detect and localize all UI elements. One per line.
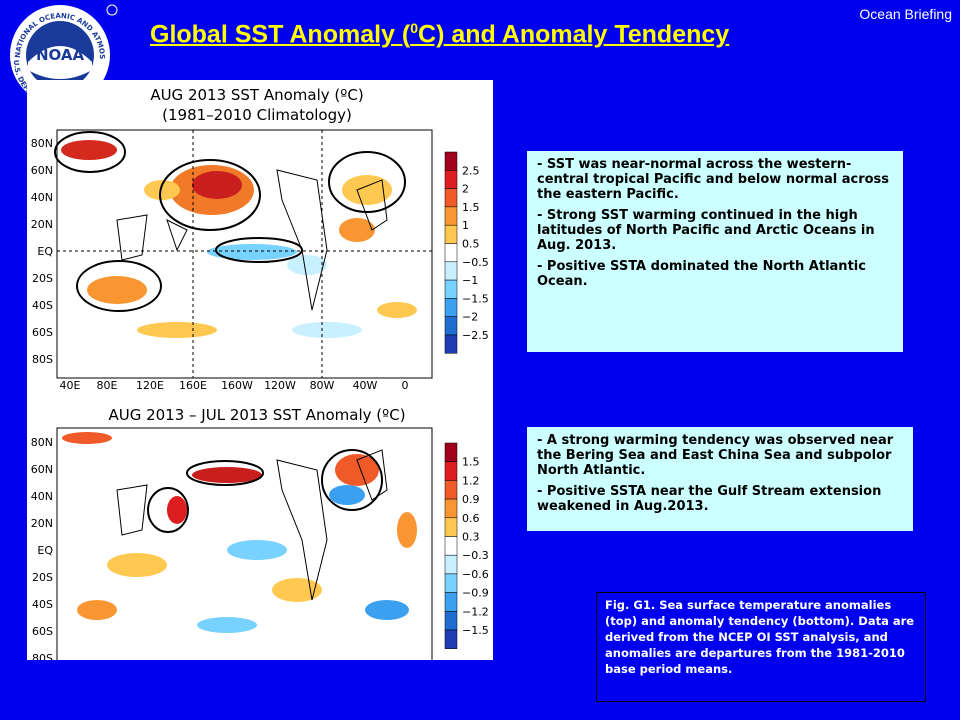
lat-label: 60S (32, 625, 53, 638)
colorbar-segment (444, 243, 458, 263)
lon-label: 120E (136, 379, 164, 392)
lat-label: EQ (37, 245, 53, 258)
lat-label: 40N (31, 490, 53, 503)
lat-label: 80S (32, 652, 53, 660)
lat-label: 60S (32, 326, 53, 339)
map-panel: AUG 2013 – JUL 2013 SST Anomaly (ºC) 80N… (27, 400, 493, 660)
colorbar-segment (444, 151, 458, 171)
lat-label: 80N (31, 436, 53, 449)
colorbar-label: 0.9 (462, 493, 480, 506)
lon-label: 160E (179, 379, 207, 392)
colorbar-segment (444, 170, 458, 189)
lat-label: 20S (32, 571, 53, 584)
colorbar-label: 1 (462, 219, 469, 232)
colorbar-segment (444, 442, 458, 462)
colorbar-segment (444, 298, 458, 317)
colorbar-segment (444, 573, 458, 593)
colorbar-segment (444, 261, 458, 281)
map-title: AUG 2013 – JUL 2013 SST Anomaly (ºC) (108, 406, 405, 424)
colorbar-segment (444, 316, 458, 336)
colorbar-label: −1.5 (462, 624, 489, 637)
colorbar-label: 1.5 (462, 456, 480, 469)
colorbar-segment (444, 461, 458, 481)
lat-label: 40S (32, 299, 53, 312)
lat-label: 20N (31, 218, 53, 231)
bullet: - A strong warming tendency was observed… (537, 433, 894, 478)
lon-label: 160W (221, 379, 253, 392)
lat-label: 60N (31, 164, 53, 177)
lat-label: 80N (31, 137, 53, 150)
text-box: - SST was near-normal across the western… (527, 151, 903, 352)
lat-label: 80S (32, 353, 53, 366)
colorbar-segment (444, 334, 458, 354)
colorbar-segment (444, 611, 458, 631)
colorbar-label: −0.6 (462, 568, 489, 581)
bullet: - Strong SST warming continued in the hi… (537, 208, 875, 253)
title-sup: 0 (410, 20, 419, 36)
colorbar-label: −0.9 (462, 587, 489, 600)
colorbar-segment (444, 279, 458, 299)
map (54, 129, 433, 379)
lon-label: 80W (310, 379, 335, 392)
lon-label: 40W (353, 379, 378, 392)
colorbar-segment (444, 629, 458, 649)
lon-label: 40E (60, 379, 81, 392)
bullet: - SST was near-normal across the western… (537, 157, 890, 202)
colorbar-label: 2 (462, 183, 469, 196)
colorbar-label: 0.3 (462, 531, 480, 544)
colorbar-segment (444, 554, 458, 575)
colorbar-label: 0.5 (462, 238, 480, 251)
colorbar-segment (444, 188, 458, 208)
colorbar-segment (444, 224, 458, 244)
colorbar-label: −2 (462, 311, 478, 324)
colorbar-segment (444, 517, 458, 537)
lat-label: EQ (37, 544, 53, 557)
title-text: Global SST Anomaly ( (150, 20, 411, 49)
colorbar-label: 0.6 (462, 512, 480, 525)
lat-label: 20N (31, 517, 53, 530)
lon-label: 0 (402, 379, 409, 392)
lat-label: 60N (31, 463, 53, 476)
tag: Ocean Briefing (859, 6, 952, 22)
colorbar-label: −1.5 (462, 292, 489, 305)
lat-label: 40S (32, 598, 53, 611)
colorbar-segment (444, 536, 458, 556)
colorbar-label: −2.5 (462, 329, 489, 342)
colorbar-label: −0.5 (462, 256, 489, 269)
colorbar-label: −1 (462, 274, 478, 287)
colorbar-segment (444, 206, 458, 226)
colorbar-label: 2.5 (462, 164, 480, 177)
title-text: C) and Anomaly Tendency (418, 20, 730, 49)
logo-text: NOAA (36, 46, 85, 64)
lon-label: 120W (264, 379, 296, 392)
map-subtitle: (1981–2010 Climatology) (162, 106, 352, 124)
caption: Fig. G1. Sea surface temperature anomali… (596, 592, 926, 702)
map-panel: AUG 2013 SST Anomaly (ºC) (1981–2010 Cli… (27, 80, 493, 400)
lat-label: 40N (31, 191, 53, 204)
colorbar-label: −0.3 (462, 549, 489, 562)
bullet: - Positive SSTA dominated the North Atla… (537, 259, 866, 289)
colorbar-label: −1.2 (462, 605, 489, 618)
map (56, 427, 433, 660)
colorbar-label: 1.2 (462, 474, 480, 487)
slide-title: Global SST Anomaly (0C) and Anomaly Tend… (150, 20, 729, 49)
colorbar-segment (444, 592, 458, 612)
lat-label: 20S (32, 272, 53, 285)
bullet: - Positive SSTA near the Gulf Stream ext… (537, 484, 882, 514)
lon-label: 80E (97, 379, 118, 392)
map-title: AUG 2013 SST Anomaly (ºC) (150, 86, 363, 104)
text-box: - A strong warming tendency was observed… (527, 427, 913, 531)
colorbar-segment (444, 498, 458, 519)
colorbar-label: 1.5 (462, 201, 480, 214)
colorbar-segment (444, 480, 458, 500)
